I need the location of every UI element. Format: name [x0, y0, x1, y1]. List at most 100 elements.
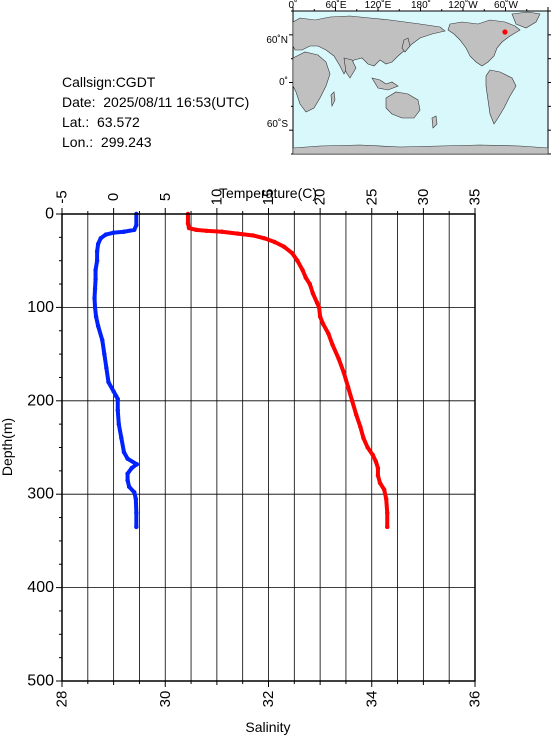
land-indonesia — [371, 77, 399, 91]
series-point-0 — [310, 291, 316, 296]
series-point-1 — [121, 449, 127, 455]
series-point-1 — [134, 510, 139, 516]
series-point-1 — [102, 351, 107, 357]
series-point-1 — [93, 277, 98, 282]
series-point-0 — [300, 267, 305, 273]
series-point-1 — [98, 236, 103, 241]
series-point-0 — [194, 227, 199, 233]
series-point-0 — [303, 275, 308, 280]
series-point-1 — [134, 223, 139, 228]
series-point-0 — [272, 239, 277, 245]
series-point-0 — [381, 487, 387, 492]
series-point-1 — [93, 267, 98, 273]
y-axis-tick-label: 0 — [45, 206, 54, 223]
bottom-axis-tick-label: 28 — [54, 691, 71, 708]
map-tick-label-180: 180˚ — [411, 0, 431, 11]
map-tick-label-60n: 60˚N — [266, 34, 288, 46]
series-point-1 — [133, 496, 139, 502]
bottom-axis-tick-label: 30 — [157, 691, 174, 708]
series-point-0 — [262, 236, 267, 241]
series-point-1 — [92, 295, 97, 301]
series-point-0 — [341, 370, 347, 375]
series-point-0 — [317, 314, 323, 319]
series-point-1 — [104, 365, 109, 371]
series-point-0 — [307, 281, 312, 287]
series-point-1 — [100, 337, 105, 343]
map-tick-label-eq: 0˚ — [279, 76, 288, 88]
series-point-1 — [94, 249, 100, 254]
series-point-0 — [349, 398, 355, 403]
land-south-america — [485, 69, 517, 125]
latitude: Lat.: 63.572 — [62, 114, 140, 130]
land-africa — [292, 51, 331, 113]
series-point-0 — [373, 459, 379, 464]
chart-series — [92, 211, 390, 530]
series-point-1 — [132, 490, 137, 495]
series-point-0 — [365, 445, 370, 450]
date: Date: 2025/08/11 16:53(UTC) — [62, 94, 250, 110]
land-australia — [385, 91, 421, 119]
series-point-0 — [186, 225, 192, 231]
series-point-0 — [295, 258, 300, 263]
series-point-1 — [125, 471, 130, 476]
series-point-1 — [116, 421, 121, 427]
station-marker — [502, 29, 508, 35]
series-point-0 — [358, 424, 363, 430]
series-point-0 — [316, 305, 322, 310]
land-japan — [401, 37, 411, 53]
map-tick-label-120e: 120˚E — [365, 0, 392, 11]
series-point-1 — [111, 230, 116, 235]
map-land — [292, 11, 549, 155]
series-point-0 — [361, 435, 366, 441]
bottom-axis-tick-label: 34 — [363, 691, 380, 708]
station-info: Callsign:CGDT Date: 2025/08/11 16:53(UTC… — [62, 72, 249, 152]
y-axis-tick-label: 100 — [27, 299, 54, 316]
series-point-1 — [125, 477, 130, 483]
land-new-zealand — [431, 115, 438, 129]
series-point-1 — [126, 484, 132, 489]
y-axis-tick-label: 200 — [27, 392, 54, 409]
y-axis-tick-label: 400 — [27, 579, 54, 596]
series-point-0 — [345, 384, 351, 389]
top-axis-tick-label: 0 — [105, 193, 122, 201]
top-axis-tick-label: 15 — [260, 189, 277, 206]
land-madagascar — [330, 91, 336, 108]
series-point-1 — [119, 435, 124, 441]
land-antarctica — [292, 144, 549, 155]
series-point-0 — [385, 510, 390, 516]
y-axis-label: Depth(m) — [0, 418, 15, 476]
bottom-axis-tick-label: 32 — [260, 691, 277, 708]
series-point-0 — [377, 480, 383, 486]
series-point-0 — [384, 496, 389, 502]
world-map: 0˚ 60˚E 120˚E 180˚ 120˚W 60˚W 60˚N 0˚ 60… — [266, 0, 551, 155]
series-point-0 — [375, 473, 381, 478]
series-point-0 — [250, 233, 256, 238]
callsign: Callsign:CGDT — [62, 74, 156, 90]
series-point-1 — [95, 241, 101, 247]
map-tick-label-120w: 120˚W — [448, 0, 478, 11]
series-point-1 — [134, 462, 140, 467]
series-line-1 — [92, 212, 139, 529]
top-axis-tick-label: 35 — [467, 189, 484, 206]
series-point-1 — [95, 323, 101, 329]
series-point-0 — [354, 412, 359, 418]
land-north-america — [447, 19, 521, 67]
series-point-0 — [385, 524, 390, 530]
top-axis-tick-label: 10 — [208, 189, 225, 206]
series-point-1 — [111, 389, 116, 394]
top-axis-tick-label: 5 — [157, 193, 174, 201]
series-point-1 — [106, 379, 111, 385]
map-tick-label-60e: 60˚E — [325, 0, 346, 11]
series-point-0 — [326, 331, 331, 336]
series-point-0 — [330, 342, 335, 347]
longitude: Lon.: 299.243 — [62, 134, 152, 150]
top-axis-tick-label: -5 — [54, 190, 71, 203]
top-axis-tick-label: 20 — [312, 189, 329, 206]
y-axis-tick-label: 300 — [27, 486, 54, 503]
bottom-axis-label: Salinity — [245, 719, 290, 735]
series-point-0 — [314, 300, 320, 305]
series-point-1 — [94, 258, 100, 263]
y-axis-tick-label: 500 — [27, 673, 54, 690]
